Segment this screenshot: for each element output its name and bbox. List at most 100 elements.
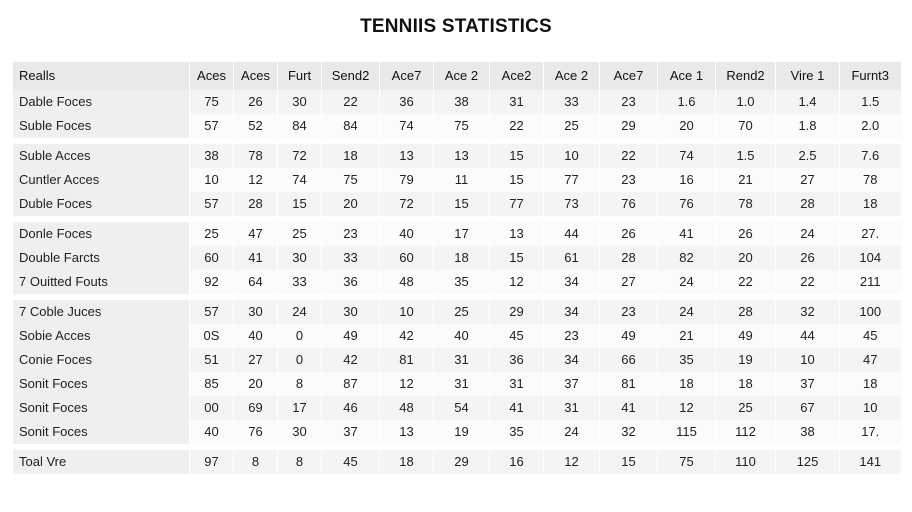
table-cell: 8 [277,444,322,474]
table-cell: 20 [321,192,380,219]
table-cell: 1.6 [657,90,716,114]
table-row: Double Farcts 60 41 30 33 60 18 15 61 28 82 20 26 104 [12,246,901,270]
table-cell: 67 [775,396,840,420]
table-cell: 31 [433,372,490,396]
table-cell: 38 [775,420,840,447]
column-header: Vire 1 [775,62,840,90]
row-label: Sonit Foces [12,420,190,447]
table-cell: 78 [839,168,901,192]
table-cell: 0 [277,324,322,348]
table-cell: 28 [775,192,840,219]
table-cell: 45 [489,324,544,348]
table-cell: 34 [543,348,600,372]
table-cell: 81 [379,348,434,372]
table-cell: 75 [433,114,490,141]
table-cell: 24 [775,216,840,246]
table-cell: 20 [233,372,278,396]
table-row: 7 Ouitted Fouts 92 64 33 36 48 35 12 34 27 24 22 22 2… [12,270,901,297]
header-row: Realls Aces Aces Furt Send2 Ace7 Ace 2 Ace2 Ace … [12,62,901,90]
row-label: Conie Foces [12,348,190,372]
table-cell: 75 [657,444,716,474]
table-cell: 110 [715,444,776,474]
table-row: Suble Foces 57 52 84 84 74 75 22 25 29 20 70 1.8 2.0 [12,114,901,141]
row-label: Sobie Acces [12,324,190,348]
table-cell: 00 [189,396,234,420]
table-cell: 100 [839,294,901,324]
row-label: Suble Foces [12,114,190,141]
table-cell: 15 [489,138,544,168]
column-header: Ace7 [599,62,658,90]
table-cell: 57 [189,114,234,141]
row-label: Donle Foces [12,216,190,246]
table-cell: 13 [433,138,490,168]
table-cell: 27 [599,270,658,297]
table-cell: 97 [189,444,234,474]
table-cell: 35 [489,420,544,447]
column-header: Ace2 [489,62,544,90]
statistics-table: Realls Aces Aces Furt Send2 Ace7 Ace 2 Ace2 Ace … [12,62,901,474]
table-cell: 141 [839,444,901,474]
table-cell: 25 [715,396,776,420]
table-cell: 13 [379,138,434,168]
table-cell: 12 [657,396,716,420]
table-cell: 25 [543,114,600,141]
table-cell: 10 [543,138,600,168]
table-cell: 82 [657,246,716,270]
table-row: Sonit Foces 85 20 8 87 12 31 31 37 81 18 18 37 18 [12,372,901,396]
table-cell: 87 [321,372,380,396]
table-cell: 1.8 [775,114,840,141]
table-cell: 79 [379,168,434,192]
table-cell: 70 [715,114,776,141]
table-cell: 24 [277,294,322,324]
table-cell: 42 [321,348,380,372]
table-cell: 49 [715,324,776,348]
table-cell: 40 [379,216,434,246]
table-cell: 27 [775,168,840,192]
table-cell: 7.6 [839,138,901,168]
table-cell: 29 [489,294,544,324]
table-cell: 74 [379,114,434,141]
table-cell: 104 [839,246,901,270]
table-cell: 64 [233,270,278,297]
table-cell: 2.5 [775,138,840,168]
table-cell: 81 [599,372,658,396]
table-cell: 19 [715,348,776,372]
table-cell: 15 [489,168,544,192]
table-row: Donle Foces 25 47 25 23 40 17 13 44 26 41 26 24 27. [12,216,901,246]
table-row: Duble Foces 57 28 15 20 72 15 77 73 76 76 78 28 18 [12,192,901,219]
table-cell: 76 [657,192,716,219]
table-cell: 36 [321,270,380,297]
table-cell: 15 [433,192,490,219]
table-cell: 77 [489,192,544,219]
table-cell: 10 [379,294,434,324]
table-cell: 27. [839,216,901,246]
table-cell: 19 [433,420,490,447]
row-label: Suble Acces [12,138,190,168]
table-cell: 37 [543,372,600,396]
table-cell: 73 [543,192,600,219]
table-cell: 66 [599,348,658,372]
table-cell: 38 [189,138,234,168]
table-row: Suble Acces 38 78 72 18 13 13 15 10 22 74 1.5 2.5 7.6 [12,138,901,168]
table-cell: 48 [379,396,434,420]
table-row: Sonit Foces 00 69 17 46 48 54 41 31 41 12 25 67 10 [12,396,901,420]
row-label: 7 Ouitted Fouts [12,270,190,297]
table-row: 7 Coble Juces 57 30 24 30 10 25 29 34 23 24 28 32 100 [12,294,901,324]
column-header: Ace 2 [433,62,490,90]
table-cell: 78 [233,138,278,168]
table-cell: 1.4 [775,90,840,114]
table-cell: 1.5 [715,138,776,168]
table-cell: 23 [543,324,600,348]
table-cell: 41 [657,216,716,246]
table-cell: 28 [233,192,278,219]
table-cell: 37 [775,372,840,396]
table-cell: 12 [233,168,278,192]
table-cell: 18 [379,444,434,474]
table-cell: 17 [433,216,490,246]
table-cell: 21 [715,168,776,192]
table-cell: 41 [599,396,658,420]
table-cell: 10 [189,168,234,192]
table-cell: 40 [189,420,234,447]
table-cell: 29 [599,114,658,141]
table-cell: 54 [433,396,490,420]
